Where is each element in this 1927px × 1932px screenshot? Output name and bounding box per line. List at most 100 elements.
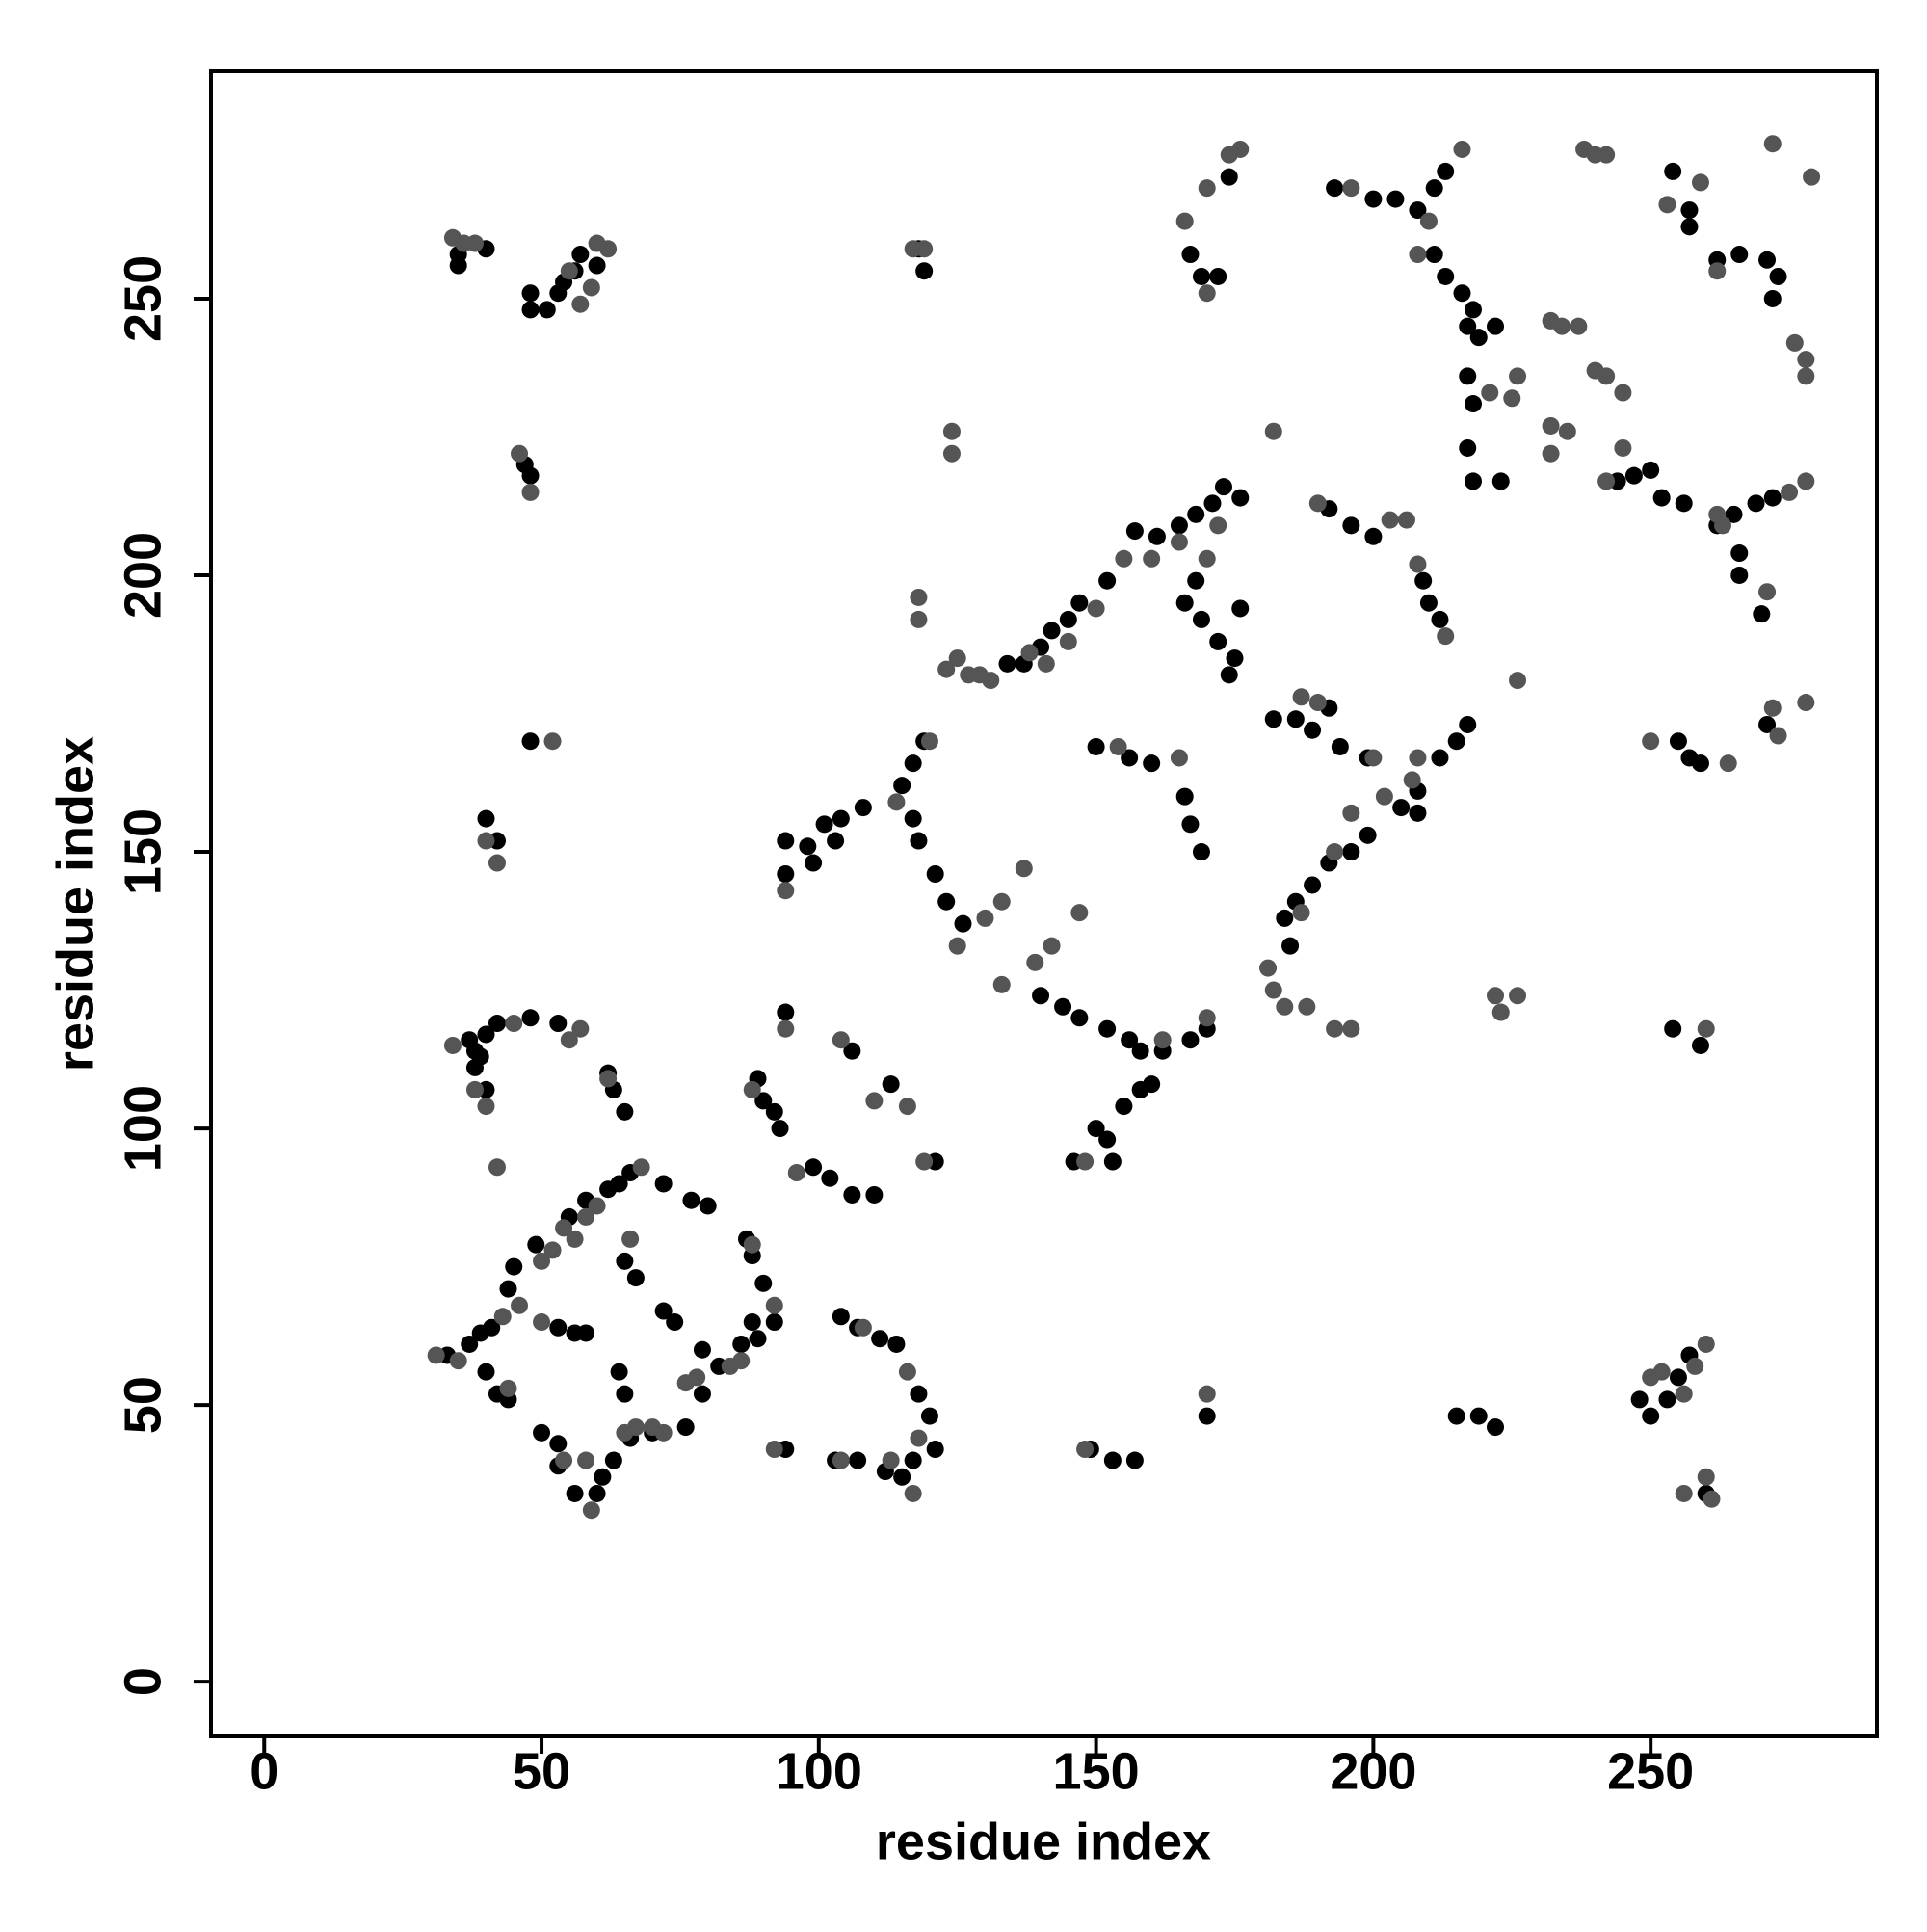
point	[854, 799, 872, 817]
point	[1098, 1019, 1117, 1038]
x-axis-title: residue index	[876, 1813, 1211, 1870]
point	[1658, 196, 1676, 214]
point	[1170, 516, 1188, 535]
point	[904, 754, 922, 773]
point	[1143, 754, 1161, 773]
point	[571, 246, 590, 264]
point	[1342, 179, 1360, 198]
point	[843, 1185, 861, 1204]
point	[560, 262, 578, 280]
point	[560, 1031, 578, 1049]
x-tick-label: 250	[1607, 1742, 1694, 1800]
point	[1264, 981, 1282, 999]
point	[805, 1158, 823, 1177]
point	[449, 1352, 467, 1370]
point	[1614, 438, 1632, 457]
point	[610, 1363, 628, 1381]
point	[1680, 218, 1699, 236]
point	[1175, 787, 1194, 806]
point	[942, 422, 961, 440]
point	[511, 1296, 529, 1314]
point	[488, 1015, 506, 1033]
point	[465, 1080, 484, 1098]
point	[1308, 494, 1327, 513]
point	[582, 278, 600, 297]
point	[942, 444, 961, 463]
y-tick-label: 150	[114, 808, 172, 895]
point	[533, 1313, 551, 1332]
point	[832, 1308, 850, 1326]
point	[1437, 267, 1455, 285]
point	[582, 1501, 600, 1520]
point	[910, 832, 928, 850]
point	[1070, 594, 1089, 612]
point	[1730, 246, 1749, 264]
point	[1464, 472, 1482, 490]
point	[1664, 162, 1682, 180]
point	[799, 837, 817, 856]
point	[1115, 1098, 1133, 1116]
point	[511, 444, 529, 463]
point	[832, 1451, 850, 1469]
x-tick-label: 200	[1330, 1742, 1416, 1800]
point	[1447, 1407, 1465, 1425]
point	[682, 1191, 700, 1209]
point	[1175, 212, 1194, 230]
point	[1381, 511, 1399, 529]
point	[449, 256, 467, 275]
point	[1425, 179, 1443, 198]
point	[920, 732, 938, 751]
point	[616, 1385, 634, 1403]
point	[904, 1451, 922, 1469]
point	[1292, 904, 1310, 922]
point	[1469, 1407, 1488, 1425]
point	[1326, 843, 1344, 861]
point	[1409, 246, 1427, 264]
point	[693, 1385, 711, 1403]
point	[465, 1058, 484, 1076]
point	[1414, 571, 1433, 590]
point	[599, 1070, 618, 1088]
point	[1121, 1031, 1139, 1049]
point	[1664, 1019, 1682, 1038]
point	[805, 854, 823, 872]
point	[477, 1025, 495, 1044]
point	[1708, 262, 1727, 280]
point	[533, 1423, 551, 1442]
point	[676, 1418, 695, 1437]
point	[1143, 1075, 1161, 1094]
point	[998, 654, 1016, 673]
point	[465, 234, 484, 252]
point	[1487, 1418, 1505, 1437]
point	[1425, 246, 1443, 264]
point	[904, 809, 922, 828]
point	[1675, 494, 1693, 513]
point	[599, 240, 618, 258]
point	[1642, 1368, 1660, 1387]
point	[1758, 715, 1777, 733]
point	[1487, 317, 1505, 335]
point	[1192, 267, 1210, 285]
point	[1342, 1019, 1360, 1038]
point	[1469, 329, 1488, 347]
point	[893, 1468, 911, 1486]
point	[1658, 1390, 1676, 1409]
point	[898, 1363, 916, 1381]
point	[771, 1120, 789, 1138]
point	[777, 864, 795, 883]
point	[904, 1484, 922, 1502]
point	[1087, 737, 1105, 755]
point	[1491, 1003, 1510, 1021]
point	[1763, 135, 1782, 153]
point	[1109, 737, 1127, 755]
point	[882, 1075, 900, 1094]
point	[871, 1330, 889, 1348]
point	[1170, 533, 1188, 551]
point	[865, 1185, 884, 1204]
point	[1797, 351, 1815, 369]
point	[1747, 494, 1765, 513]
point	[843, 1042, 861, 1060]
point	[549, 1015, 568, 1033]
point	[1181, 1031, 1200, 1049]
